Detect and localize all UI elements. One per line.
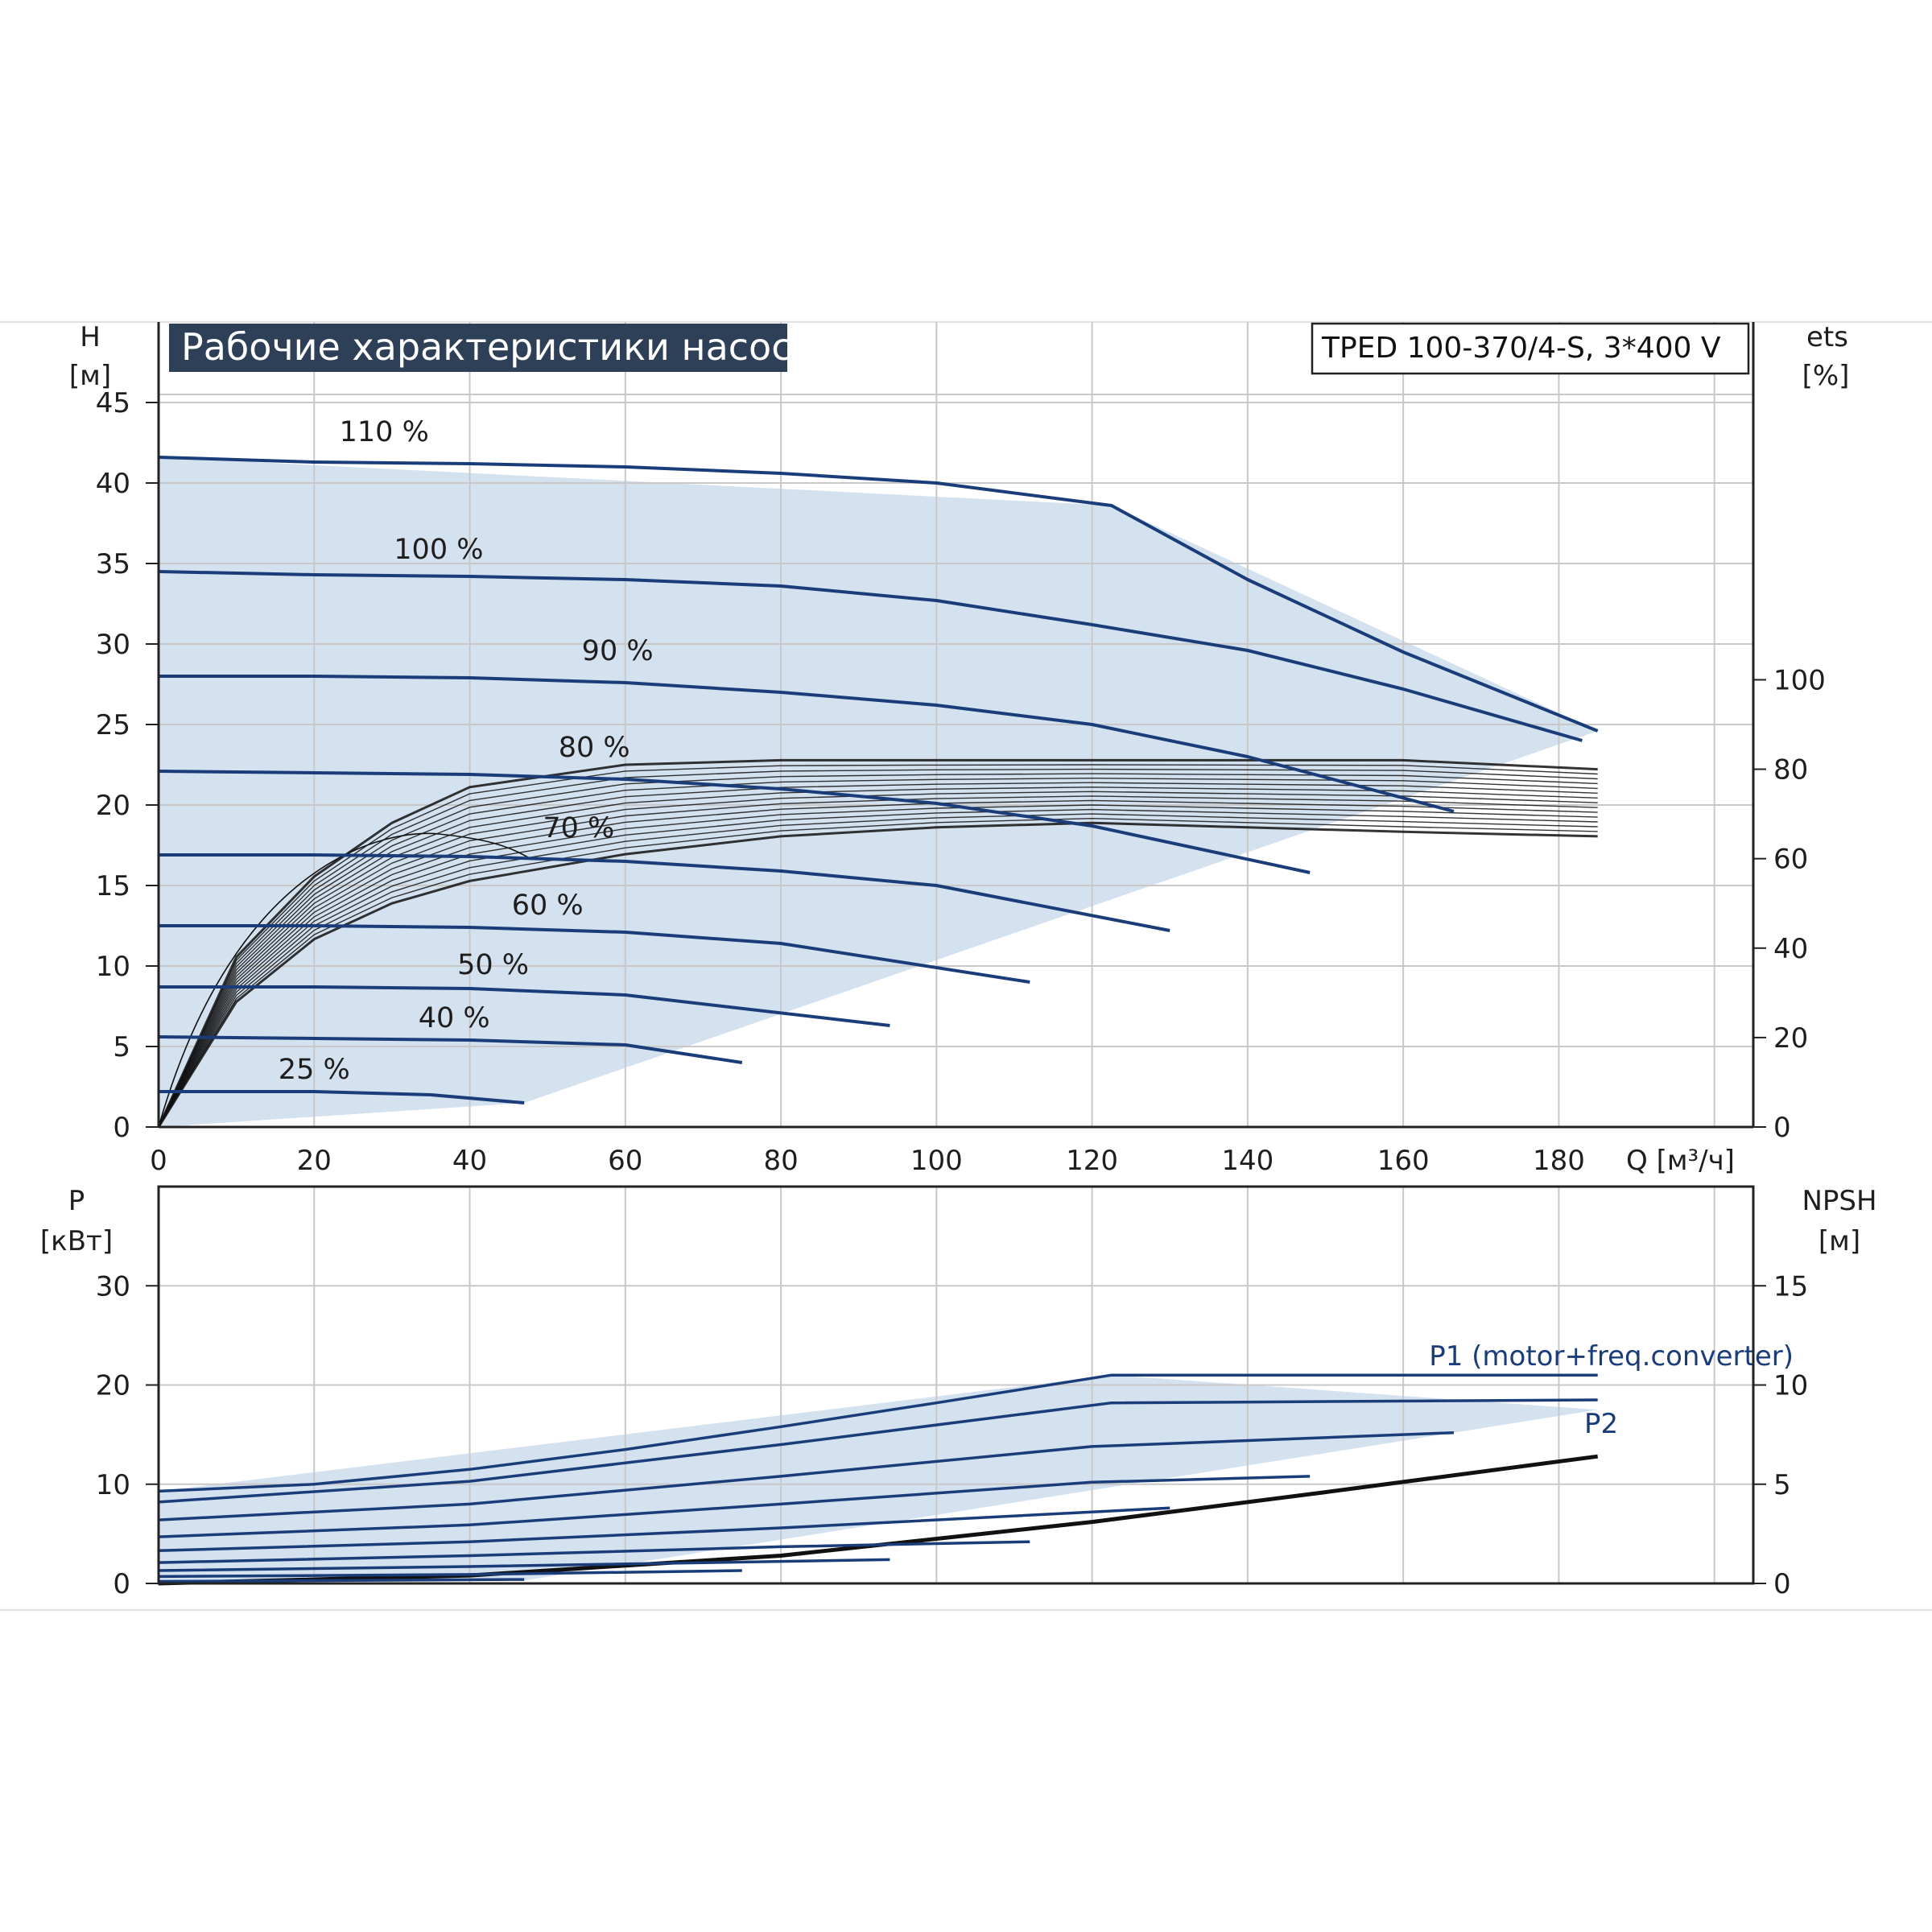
power-tick-0: 0 <box>113 1568 130 1600</box>
power-curve-0 <box>158 1373 1598 1493</box>
power-curve-2 <box>158 1430 1455 1521</box>
head-curve-label-3: 80 % <box>559 732 630 764</box>
head-curve-8 <box>159 1090 525 1104</box>
flow-tick-60: 60 <box>608 1145 642 1177</box>
eff-tick-0: 0 <box>1773 1112 1791 1144</box>
head-curve-label-1: 100 % <box>394 534 483 566</box>
efficiency-curve-0 <box>157 758 1598 1128</box>
efficiency-curve-2 <box>158 768 1598 1128</box>
operating-envelope <box>159 457 1598 1127</box>
head-tick-20: 20 <box>96 790 130 822</box>
head-tick-40: 40 <box>96 468 130 500</box>
efficiency-curve-7 <box>158 791 1598 1128</box>
power-tick-20: 20 <box>96 1370 130 1402</box>
efficiency-curve-9 <box>158 799 1598 1128</box>
power-panel: 0 10 20 30 0 5 10 15 P1 (motor+freq.converter) P2 <box>96 1185 1808 1600</box>
head-curve-label-5: 60 % <box>512 890 584 922</box>
power-axis-label: P <box>68 1185 85 1217</box>
efficiency-curve-4 <box>158 777 1598 1128</box>
power-curve-4 <box>158 1506 1170 1553</box>
power-curve-5 <box>158 1540 1030 1564</box>
head-axis-label: H <box>80 321 101 353</box>
npsh-tick-10: 10 <box>1773 1370 1808 1402</box>
head-tick-35: 35 <box>96 548 130 580</box>
head-tick-10: 10 <box>96 951 130 983</box>
head-panel: 0 20 40 60 80 100 120 140 160 180 0 5 10 15 20 25 30 35 40… <box>96 322 1826 1177</box>
flow-tick-120: 120 <box>1066 1145 1118 1177</box>
efficiency-curve-3 <box>158 773 1598 1128</box>
power-curve-8 <box>158 1578 525 1583</box>
flow-tick-180: 180 <box>1533 1145 1585 1177</box>
power-axis-unit: [кВт] <box>40 1225 113 1257</box>
power-frame <box>157 1185 1755 1585</box>
eff-tick-80: 80 <box>1773 754 1808 786</box>
eff-tick-40: 40 <box>1773 933 1808 965</box>
flow-axis-label: Q [м³/ч] <box>1626 1145 1735 1177</box>
efficiency-curve-11 <box>158 808 1598 1128</box>
p1-label: P1 (motor+freq.converter) <box>1429 1340 1794 1373</box>
power-curve-1 <box>158 1398 1598 1504</box>
head-curve-1 <box>158 570 1583 742</box>
p2-label: P2 <box>1584 1408 1618 1440</box>
npsh-axis-label: NPSH <box>1802 1185 1876 1217</box>
head-tick-30: 30 <box>96 629 130 661</box>
efficiency-hump-curve <box>158 832 533 1128</box>
npsh-curve <box>158 1454 1599 1586</box>
chart-title: Рабочие характеристики насоса <box>181 325 815 369</box>
pump-model: TPED 100-370/4-S, 3*400 V <box>1321 332 1721 365</box>
head-curve-2 <box>159 675 1455 813</box>
power-curve-3 <box>158 1475 1311 1538</box>
flow-tick-100: 100 <box>910 1145 963 1177</box>
efficiency-curve-13 <box>158 817 1598 1128</box>
head-curve-3 <box>158 770 1311 874</box>
head-tick-15: 15 <box>96 870 130 902</box>
head-tick-25: 25 <box>96 709 130 741</box>
power-curve-7 <box>158 1569 742 1579</box>
head-curve-5 <box>159 924 1030 984</box>
eff-axis-label: ets <box>1806 321 1848 353</box>
flow-tick-40: 40 <box>452 1145 487 1177</box>
efficiency-curve-10 <box>158 804 1598 1128</box>
power-envelope <box>159 1375 1598 1583</box>
power-tick-10: 10 <box>96 1469 130 1501</box>
head-tick-45: 45 <box>96 387 130 419</box>
flow-tick-20: 20 <box>297 1145 332 1177</box>
efficiency-curve-12 <box>158 813 1598 1128</box>
head-curve-7 <box>158 1035 743 1064</box>
head-curve-label-0: 110 % <box>340 416 429 448</box>
head-curve-6 <box>159 985 890 1027</box>
head-curve-label-6: 50 % <box>457 949 529 981</box>
flow-tick-80: 80 <box>763 1145 798 1177</box>
head-tick-5: 5 <box>113 1031 130 1063</box>
power-tick-30: 30 <box>96 1270 130 1302</box>
power-curve-6 <box>158 1558 890 1572</box>
head-axis-unit: [м] <box>69 360 111 392</box>
head-tick-0: 0 <box>113 1112 130 1144</box>
title-box: Рабочие характеристики насоса <box>169 324 815 372</box>
efficiency-curve-6 <box>158 786 1598 1128</box>
efficiency-curve-14 <box>157 821 1598 1128</box>
head-curve-label-7: 40 % <box>419 1002 490 1034</box>
eff-axis-unit: [%] <box>1802 360 1850 392</box>
head-curve-4 <box>159 853 1170 932</box>
eff-tick-60: 60 <box>1773 844 1808 876</box>
npsh-tick-0: 0 <box>1773 1568 1791 1600</box>
eff-tick-100: 100 <box>1773 664 1826 696</box>
model-box: TPED 100-370/4-S, 3*400 V <box>1311 322 1750 375</box>
npsh-axis-unit: [м] <box>1818 1225 1860 1257</box>
npsh-tick-15: 15 <box>1773 1270 1808 1302</box>
head-curve-label-8: 25 % <box>279 1054 350 1086</box>
efficiency-curve-8 <box>158 795 1598 1128</box>
head-curve-label-4: 70 % <box>543 812 614 844</box>
efficiency-curve-5 <box>158 782 1598 1128</box>
flow-tick-0: 0 <box>150 1145 167 1177</box>
eff-tick-20: 20 <box>1773 1022 1808 1055</box>
head-curve-label-2: 90 % <box>582 635 654 667</box>
npsh-tick-5: 5 <box>1773 1469 1791 1501</box>
head-curve-0 <box>158 456 1599 733</box>
flow-tick-140: 140 <box>1221 1145 1274 1177</box>
flow-tick-160: 160 <box>1377 1145 1430 1177</box>
